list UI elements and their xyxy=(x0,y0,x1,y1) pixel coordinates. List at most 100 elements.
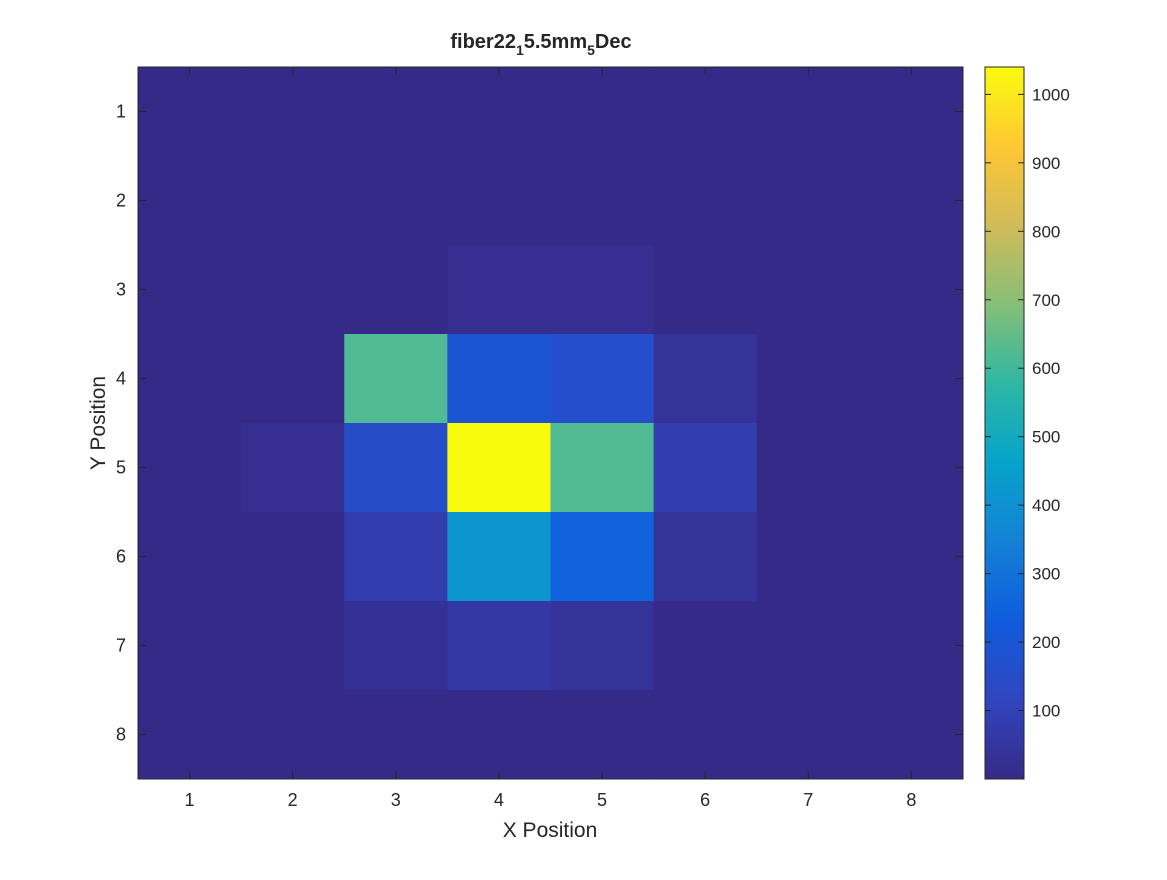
heatmap-cell-r5-c8 xyxy=(859,423,964,513)
heatmap-cell-r3-c8 xyxy=(859,245,964,335)
heatmap-cell-r7-c4 xyxy=(447,601,551,691)
colorbar-tick-label: 400 xyxy=(1032,496,1060,515)
heatmap-cell-r4-c6 xyxy=(653,334,758,424)
heatmap-cell-r1-c6 xyxy=(653,67,758,157)
heatmap-cell-r1-c8 xyxy=(859,67,964,157)
y-tick-label: 3 xyxy=(116,280,126,300)
y-tick-label: 1 xyxy=(116,102,126,122)
y-tick-label: 6 xyxy=(116,547,126,567)
y-tick-label: 8 xyxy=(116,725,126,745)
colorbar-tick-label: 100 xyxy=(1032,702,1060,721)
heatmap-cell-r4-c7 xyxy=(756,334,861,424)
plot-frame xyxy=(137,66,964,780)
colorbar-tick-label: 500 xyxy=(1032,428,1060,447)
colorbar: 100 200 300 400 500 600 700 800 900 1000 xyxy=(984,66,1070,780)
heatmap-cell-r6-c6 xyxy=(653,512,758,602)
heatmap-cell-r5-c6 xyxy=(653,423,758,513)
title-part-end: Dec xyxy=(595,31,632,53)
x-tick-label: 5 xyxy=(597,790,607,810)
x-tick-label: 1 xyxy=(185,790,195,810)
heatmap-cell-r4-c8 xyxy=(859,334,964,424)
x-tick-label: 7 xyxy=(803,790,813,810)
heatmap-cell-r4-c3 xyxy=(344,334,448,424)
heatmap-cell-r2-c8 xyxy=(859,156,964,246)
y-tick-label: 5 xyxy=(116,458,126,478)
title-subscript-1: 1 xyxy=(516,42,524,58)
heatmap-cell-r7-c6 xyxy=(653,601,758,691)
heatmap-cell-r4-c2 xyxy=(241,334,345,424)
heatmap-cell-r5-c1 xyxy=(138,423,242,513)
colorbar-tick-label: 300 xyxy=(1032,565,1060,584)
heatmap-cell-r1-c1 xyxy=(138,67,242,157)
heatmap-cell-r5-c4 xyxy=(447,423,551,513)
x-tick-label: 3 xyxy=(391,790,401,810)
y-tick-label: 2 xyxy=(116,191,126,211)
heatmap-cell-r4-c4 xyxy=(447,334,551,424)
heatmap-cell-r5-c5 xyxy=(550,423,655,513)
colorbar-tick-label: 800 xyxy=(1032,222,1060,241)
heatmap-cell-r7-c3 xyxy=(344,601,448,691)
colorbar-tick-label: 900 xyxy=(1032,154,1060,173)
colorbar-ticks: 100 200 300 400 500 600 700 800 900 1000 xyxy=(985,85,1070,721)
x-tick-label: 2 xyxy=(288,790,298,810)
heatmap-cell-r3-c4 xyxy=(447,245,551,335)
heatmap-cell-r3-c5 xyxy=(550,245,655,335)
heatmap-cell-r5-c2 xyxy=(241,423,345,513)
heatmap-cell-r3-c6 xyxy=(653,245,758,335)
y-axis-label: Y Position xyxy=(87,376,110,470)
heatmap-cell-r3-c2 xyxy=(241,245,345,335)
heatmap-cell-r1-c7 xyxy=(756,67,861,157)
x-axis-label: X Position xyxy=(503,819,598,842)
heatmap-cell-r3-c7 xyxy=(756,245,861,335)
heatmap-cell-r7-c2 xyxy=(241,601,345,691)
colorbar-tick-label: 600 xyxy=(1032,359,1060,378)
heatmap-cell-r8-c6 xyxy=(653,690,758,780)
heatmap-cell-r3-c1 xyxy=(138,245,242,335)
heatmap-cell-r7-c8 xyxy=(859,601,964,691)
heatmap-cell-r8-c4 xyxy=(447,690,551,780)
heatmap-cell-r1-c3 xyxy=(344,67,448,157)
heatmap-cell-r7-c1 xyxy=(138,601,242,691)
heatmap-cell-r8-c5 xyxy=(550,690,655,780)
heatmap-cell-r5-c3 xyxy=(344,423,448,513)
axes: 1 2 3 4 5 6 7 8 1 2 3 4 5 6 7 8 xyxy=(116,66,964,810)
heatmap-cell-r6-c2 xyxy=(241,512,345,602)
title-part-mid: 5.5mm xyxy=(524,31,587,53)
heatmap-cell-r2-c4 xyxy=(447,156,551,246)
heatmap-cell-r8-c8 xyxy=(859,690,964,780)
heatmap-cell-r5-c7 xyxy=(756,423,861,513)
heatmap-cell-r7-c5 xyxy=(550,601,655,691)
heatmap-cell-r6-c1 xyxy=(138,512,242,602)
heatmap-cell-r8-c7 xyxy=(756,690,861,780)
y-tick-label: 4 xyxy=(116,369,126,389)
heatmap-cell-r2-c1 xyxy=(138,156,242,246)
heatmap-cell-r2-c2 xyxy=(241,156,345,246)
heatmap-cell-r6-c7 xyxy=(756,512,861,602)
heatmap-cell-r2-c7 xyxy=(756,156,861,246)
heatmap-cell-r4-c1 xyxy=(138,334,242,424)
heatmap-cell-r8-c2 xyxy=(241,690,345,780)
heatmap-cell-r6-c5 xyxy=(550,512,655,602)
heatmap-cell-r6-c8 xyxy=(859,512,964,602)
heatmap-cell-r2-c5 xyxy=(550,156,655,246)
colorbar-tick-label: 1000 xyxy=(1032,85,1070,104)
heatmap-cell-r3-c3 xyxy=(344,245,448,335)
heatmap-cell-r7-c7 xyxy=(756,601,861,691)
heatmap-cell-r8-c3 xyxy=(344,690,448,780)
colorbar-tick-label: 700 xyxy=(1032,291,1060,310)
colorbar-gradient xyxy=(984,66,1025,780)
heatmap-cell-r1-c4 xyxy=(447,67,551,157)
heatmap-cell-r6-c3 xyxy=(344,512,448,602)
x-tick-label: 6 xyxy=(700,790,710,810)
heatmap-cell-r6-c4 xyxy=(447,512,551,602)
heatmap-cells xyxy=(138,67,964,780)
title-subscript-2: 5 xyxy=(587,42,595,58)
x-tick-label: 4 xyxy=(494,790,504,810)
heatmap-cell-r2-c6 xyxy=(653,156,758,246)
heatmap-cell-r1-c5 xyxy=(550,67,655,157)
heatmap-cell-r4-c5 xyxy=(550,334,655,424)
x-tick-label: 8 xyxy=(906,790,916,810)
colorbar-tick-label: 200 xyxy=(1032,633,1060,652)
